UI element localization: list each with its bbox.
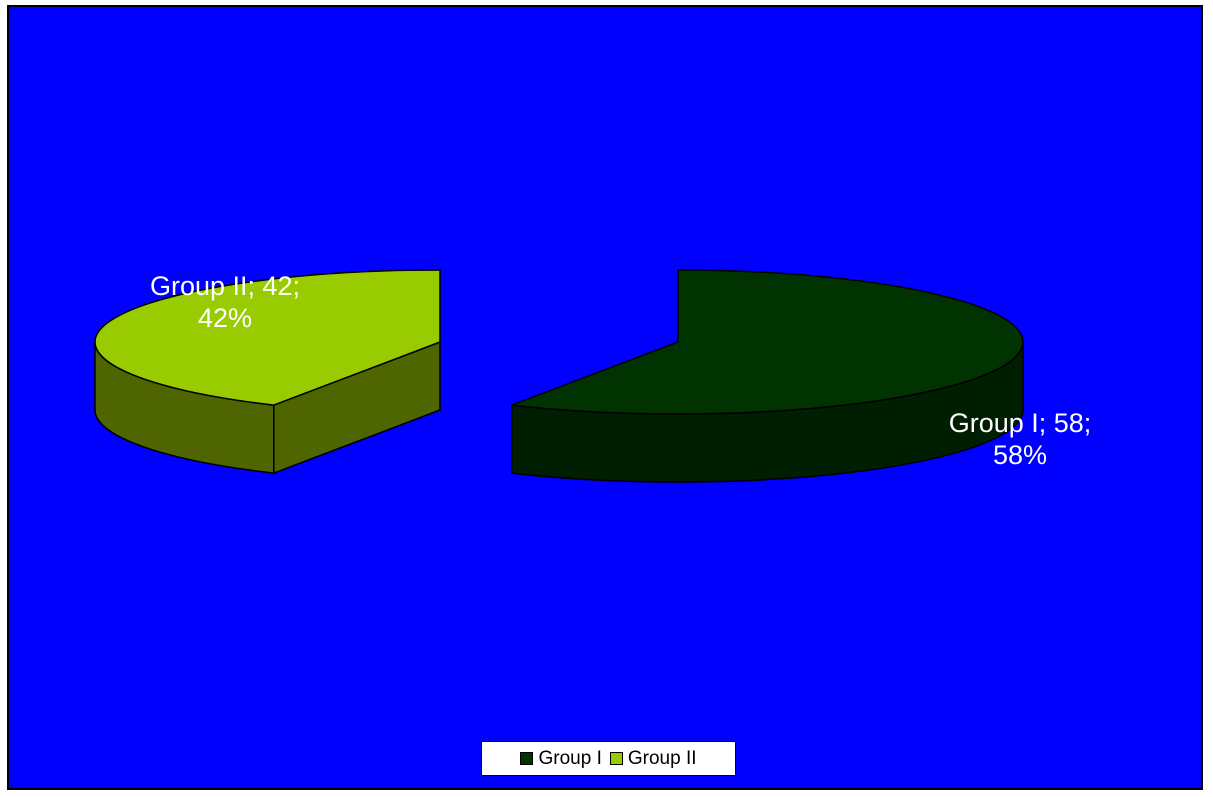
legend: Group I Group II bbox=[481, 741, 736, 776]
legend-label-group-i: Group I bbox=[538, 747, 602, 769]
pie-slice-group-ii bbox=[94, 269, 441, 406]
data-label-group-i-line1: Group I; 58; bbox=[948, 408, 1092, 438]
pie-slice-group-i bbox=[511, 269, 1024, 415]
legend-swatch-group-ii bbox=[609, 752, 623, 765]
legend-item-group-ii: Group II bbox=[609, 747, 697, 770]
data-label-group-ii-line2: 42% bbox=[197, 303, 253, 333]
legend-item-group-i: Group I bbox=[520, 747, 602, 770]
legend-label-group-ii: Group II bbox=[627, 747, 697, 769]
data-label-group-ii: Group II; 42; 42% bbox=[130, 270, 320, 334]
data-label-group-i: Group I; 58; 58% bbox=[925, 407, 1115, 471]
legend-swatch-group-i bbox=[520, 752, 534, 765]
data-label-group-i-line2: 58% bbox=[992, 440, 1048, 470]
data-label-group-ii-line1: Group II; 42; bbox=[149, 271, 301, 301]
